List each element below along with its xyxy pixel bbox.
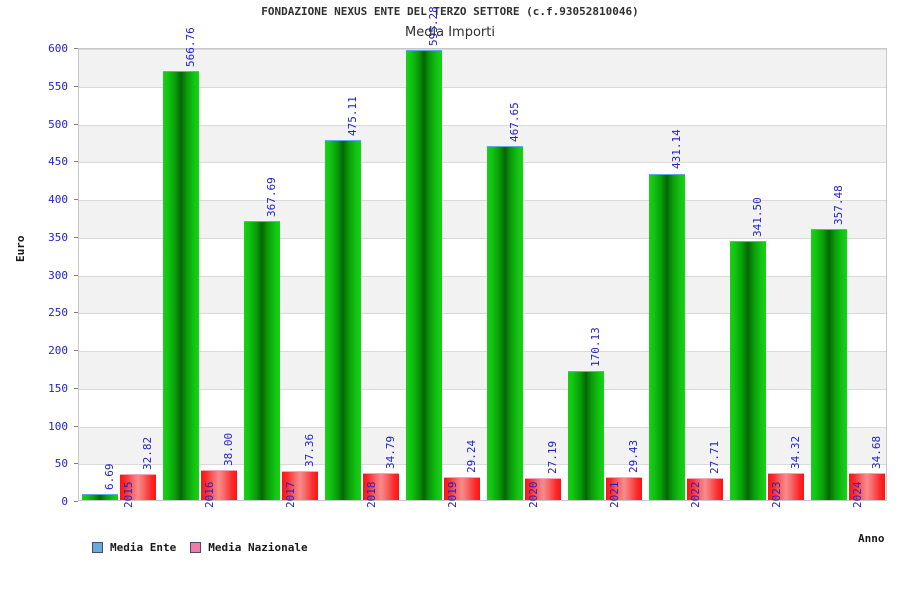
bar-value-label: 467.65 xyxy=(507,102,521,142)
gridline xyxy=(79,313,886,315)
x-axis-tick-label: 2015 xyxy=(122,481,136,509)
y-axis-tick-label: 100 xyxy=(48,419,68,433)
bar xyxy=(163,71,200,500)
gridline xyxy=(79,237,886,239)
bar xyxy=(686,478,723,500)
bar xyxy=(486,145,523,500)
gridline xyxy=(79,200,886,201)
bar-value-label: 34.79 xyxy=(384,435,398,469)
bar xyxy=(848,472,885,500)
bar-value-label: 27.71 xyxy=(707,440,721,475)
legend-swatch-icon xyxy=(92,542,103,553)
gridline xyxy=(79,388,886,390)
bar xyxy=(729,241,766,500)
bar xyxy=(120,474,157,500)
bar xyxy=(524,478,561,500)
bar xyxy=(444,476,481,500)
y-axis-tick-label: 200 xyxy=(48,344,68,357)
gridline xyxy=(79,86,886,88)
chart-subtitle: Media Importi xyxy=(405,25,495,40)
bar-value-label: 6.69 xyxy=(103,463,117,490)
x-axis-tick-label: 2016 xyxy=(203,481,217,509)
bar xyxy=(282,470,319,500)
x-axis-tick-label: 2021 xyxy=(607,481,621,509)
x-axis-tick-label: 2023 xyxy=(769,481,783,509)
bar-value-label: 34.68 xyxy=(869,435,883,469)
bar-value-label: 38.00 xyxy=(222,433,236,467)
bar xyxy=(82,493,119,500)
background-band xyxy=(79,49,886,87)
x-axis-tick-label: 2024 xyxy=(850,481,864,509)
bar-value-label: 170.13 xyxy=(588,326,602,367)
chart-title: FONDAZIONE NEXUS ENTE DEL TERZO SETTORE … xyxy=(261,5,639,18)
bar xyxy=(363,472,400,500)
gridline xyxy=(79,464,886,466)
y-axis-tick-label: 400 xyxy=(48,193,68,206)
bar-value-label: 34.32 xyxy=(788,435,802,470)
bar xyxy=(406,49,443,500)
legend-item[interactable]: Media Nazionale xyxy=(190,541,308,554)
y-axis-tick-label: 550 xyxy=(48,79,68,93)
bar-value-label: 27.19 xyxy=(545,441,559,475)
bar xyxy=(810,229,847,500)
bar xyxy=(567,370,604,500)
legend-swatch-icon xyxy=(190,542,202,553)
bar-value-label: 29.43 xyxy=(626,439,640,473)
x-axis-tick-label: 2020 xyxy=(526,481,540,509)
bar-value-label: 37.36 xyxy=(303,433,317,467)
y-axis-tick-label: 0 xyxy=(61,495,68,508)
gridline xyxy=(79,124,886,126)
bar-value-label: 29.24 xyxy=(465,439,479,473)
gridline xyxy=(79,162,886,164)
y-axis-tick-label: 150 xyxy=(48,381,68,395)
y-axis-label: Euro xyxy=(14,235,27,263)
gridline xyxy=(79,351,886,352)
plot-area xyxy=(78,48,887,501)
legend-item[interactable]: Media Ente xyxy=(92,541,176,554)
x-axis-label: Anno xyxy=(858,532,885,545)
bar-value-label: 357.48 xyxy=(831,185,845,226)
bar-value-label: 341.50 xyxy=(750,197,764,238)
x-axis-tick-label: 2018 xyxy=(365,481,379,509)
bar xyxy=(201,470,238,500)
chart-legend: Media Ente Media Nazionale xyxy=(92,541,308,554)
bar-value-label: 431.14 xyxy=(669,129,683,170)
bar xyxy=(767,473,804,500)
y-axis-tick-label: 250 xyxy=(48,306,68,320)
bar-value-label: 595.28 xyxy=(427,5,441,46)
background-band xyxy=(79,200,886,238)
bar xyxy=(605,476,642,500)
gridline xyxy=(79,49,886,50)
bar xyxy=(244,221,281,500)
legend-label: Media Nazionale xyxy=(208,541,308,554)
bar-value-label: 566.76 xyxy=(184,27,198,68)
y-axis-tick-label: 450 xyxy=(48,155,68,169)
background-band xyxy=(79,124,886,163)
y-axis-tick-label: 50 xyxy=(54,457,68,471)
bar-value-label: 475.11 xyxy=(346,96,360,137)
bar-value-label: 367.69 xyxy=(265,177,279,218)
bar xyxy=(325,140,362,500)
x-axis-tick-label: 2019 xyxy=(446,481,460,509)
y-axis-tick-label: 500 xyxy=(48,117,68,131)
bar xyxy=(648,173,685,500)
y-axis-tick-label: 300 xyxy=(48,268,68,282)
x-axis-tick-label: 2017 xyxy=(284,481,298,509)
legend-label: Media Ente xyxy=(110,541,177,554)
x-axis-tick-label: 2022 xyxy=(688,481,702,509)
gridline xyxy=(79,426,886,428)
y-axis-tick-mark xyxy=(74,501,78,502)
bar-value-label: 32.82 xyxy=(141,437,155,471)
gridline xyxy=(79,275,886,277)
y-axis-tick-label: 600 xyxy=(48,42,68,55)
